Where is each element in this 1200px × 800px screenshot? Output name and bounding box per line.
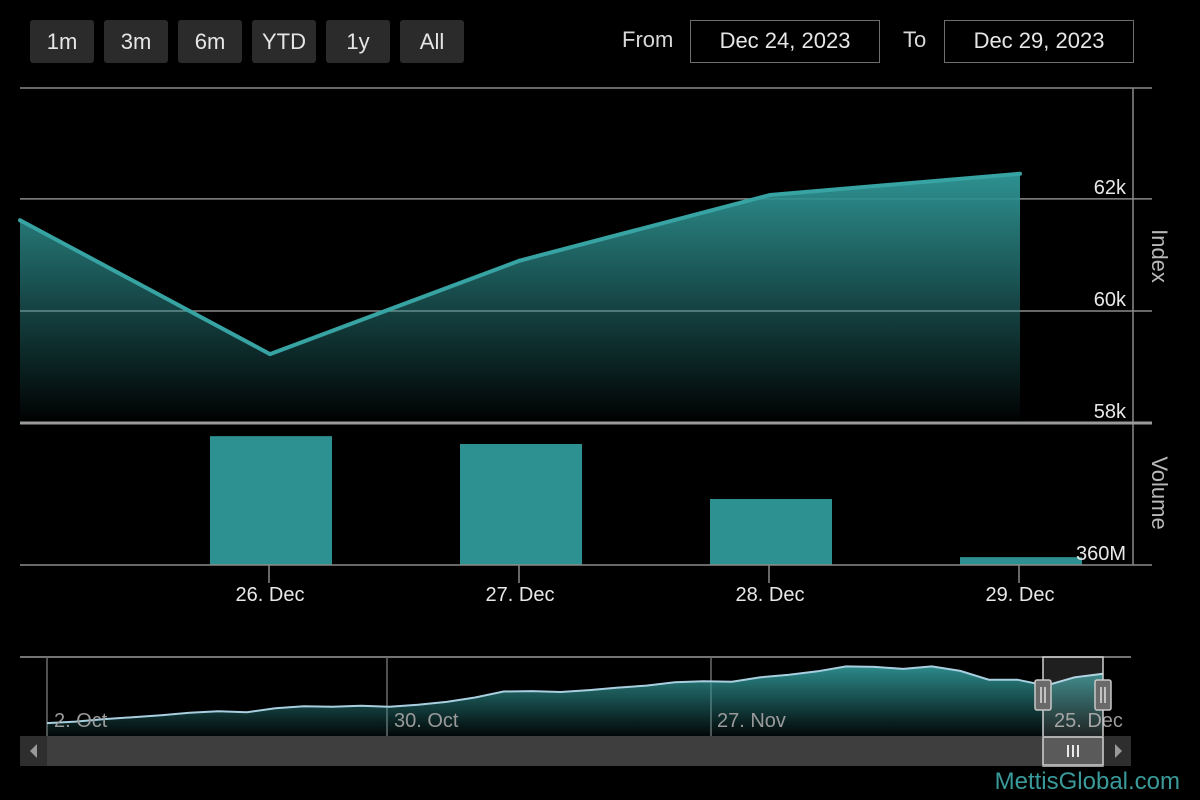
navigator-date-label: 25. Dec [1054,710,1123,732]
index-point [268,352,272,357]
x-tick-label: 28. Dec [736,584,805,606]
range-button-1m[interactable]: 1m [30,20,94,63]
navigator-date-label: 30. Oct [394,710,459,732]
navigator-area [47,666,1103,736]
index-axis-title: Index [1147,229,1172,283]
navigator-handle-left[interactable] [1034,679,1052,711]
index-area-fill [20,173,1020,423]
index-point [18,218,22,223]
price-tick-label: 58k [1094,401,1127,423]
arrow-left-icon [30,744,37,758]
to-date-input[interactable]: Dec 29, 2023 [944,20,1134,63]
navigator-handle-right[interactable] [1094,679,1112,711]
to-label: To [903,27,927,52]
scrollbar-track[interactable] [20,736,1131,766]
index-point [768,192,772,197]
volume-bar [710,499,832,565]
range-button-1y[interactable]: 1y [326,20,390,63]
index-point [518,258,522,263]
range-button-6m[interactable]: 6m [178,20,242,63]
navigator-line [46,665,1104,725]
index-point [1018,171,1022,176]
volume-tick-label: 360M [1076,543,1126,565]
x-tick-label: 26. Dec [236,584,305,606]
from-date-input[interactable]: Dec 24, 2023 [690,20,880,63]
range-button-ytd[interactable]: YTD [252,20,316,63]
navigator-date-label: 2. Oct [54,710,108,732]
price-tick-label: 62k [1094,177,1127,199]
price-tick-label: 60k [1094,289,1127,311]
x-tick-label: 27. Dec [486,584,555,606]
volume-bar [210,436,332,565]
watermark: MettisGlobal.com [994,768,1180,795]
arrow-right-icon [1115,744,1122,758]
navigator-date-label: 27. Nov [717,710,786,732]
range-button-all[interactable]: All [400,20,464,63]
volume-bar [460,444,582,565]
x-tick-label: 29. Dec [986,584,1055,606]
volume-bar [960,557,1082,565]
from-label: From [622,27,674,52]
range-button-3m[interactable]: 3m [104,20,168,63]
volume-axis-title: Volume [1147,456,1172,529]
